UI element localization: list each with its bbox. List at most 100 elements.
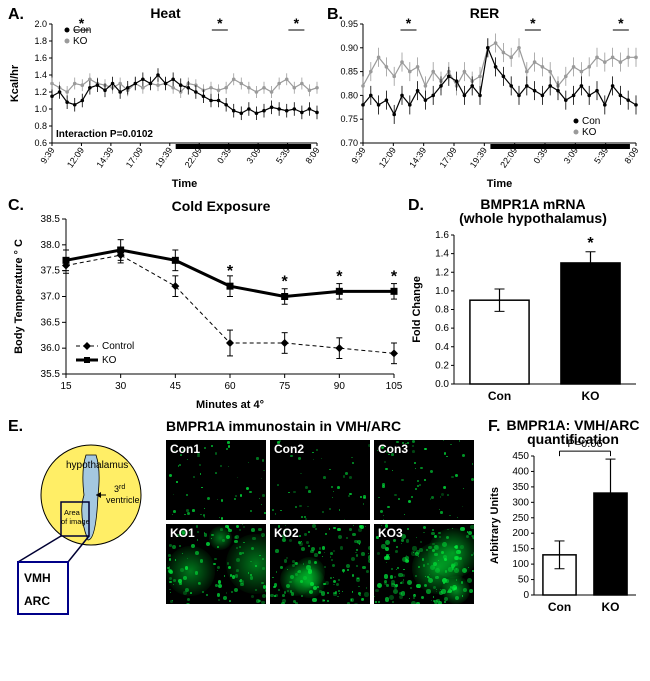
svg-text:*: *	[294, 15, 300, 31]
svg-text:37.5: 37.5	[41, 266, 61, 277]
svg-text:200: 200	[512, 528, 529, 539]
svg-text:75: 75	[279, 381, 291, 392]
svg-text:36.5: 36.5	[41, 317, 61, 328]
svg-text:250: 250	[512, 513, 529, 524]
svg-text:Fold Change: Fold Change	[411, 276, 423, 343]
immunostain-label: Con3	[378, 442, 408, 456]
svg-text:0.6: 0.6	[34, 138, 47, 148]
svg-text:Body Temperature ° C: Body Temperature ° C	[13, 239, 25, 354]
svg-text:350: 350	[512, 482, 529, 493]
panel-b-label: B.	[327, 6, 343, 24]
svg-text:Con: Con	[548, 600, 571, 614]
immunostain-con3: Con3	[374, 440, 474, 520]
panel-c-label: C.	[8, 197, 24, 215]
svg-text:Minutes at 4°: Minutes at 4°	[196, 399, 264, 411]
svg-text:P=0.06: P=0.06	[567, 438, 602, 450]
zoom-line-1	[18, 536, 61, 562]
panel-d-chart: BMPR1A mRNA(whole hypothalamus)0.00.20.4…	[406, 197, 644, 412]
immunostain-con1: Con1	[166, 440, 266, 520]
svg-text:19:39: 19:39	[153, 145, 174, 169]
svg-text:90: 90	[334, 381, 346, 392]
svg-text:1.0: 1.0	[435, 286, 449, 297]
svg-text:0.85: 0.85	[340, 67, 358, 77]
svg-text:KO: KO	[602, 600, 620, 614]
panel-b-chart: RER 0.70 0.75 0.80 0.85 0.90 0.95 9:39 12:09 14:3…	[325, 6, 644, 191]
svg-text:0.70: 0.70	[340, 138, 358, 148]
svg-text:38.5: 38.5	[41, 214, 61, 225]
vmh-label: VMH	[24, 571, 51, 585]
panel-f-chart: BMPR1A: VMH/ARCquantification05010015020…	[486, 418, 644, 623]
svg-text:Con: Con	[582, 116, 600, 127]
svg-text:KO: KO	[582, 389, 600, 403]
svg-text:*: *	[587, 235, 594, 252]
svg-text:*: *	[391, 268, 398, 285]
svg-text:35.5: 35.5	[41, 369, 61, 380]
svg-text:RER: RER	[470, 6, 500, 21]
immunostain-ko1: KO1	[166, 524, 266, 604]
svg-text:19:39: 19:39	[468, 145, 489, 169]
svg-text:Control: Control	[102, 341, 134, 352]
svg-text:0.8: 0.8	[435, 305, 449, 316]
svg-text:Arbitrary Units: Arbitrary Units	[489, 487, 501, 564]
svg-text:17:09: 17:09	[438, 145, 459, 169]
schematic-svg: hypothalamus 3 rd ventricle Area of imag…	[6, 440, 161, 620]
svg-text:400: 400	[512, 466, 529, 477]
svg-text:12:09: 12:09	[65, 145, 86, 169]
svg-text:0.90: 0.90	[340, 43, 358, 53]
svg-text:30: 30	[115, 381, 127, 392]
panel-b: B. RER 0.70 0.75 0.80 0.85 0.90 0.95 9:39 12:09 1…	[325, 6, 644, 191]
svg-text:9:39: 9:39	[349, 145, 367, 165]
panel-e-label: E.	[8, 418, 23, 436]
svg-text:0.80: 0.80	[340, 90, 358, 100]
panel-a-label: A.	[8, 6, 24, 24]
svg-text:12:09: 12:09	[377, 145, 398, 169]
panel-e: E. BMPR1A immunostain in VMH/ARC hypotha…	[6, 418, 486, 623]
svg-text:Interaction P=0.0102: Interaction P=0.0102	[56, 129, 153, 140]
panel-e-schematic: hypothalamus 3 rd ventricle Area of imag…	[6, 440, 161, 620]
immunostain-label: KO2	[274, 526, 299, 540]
svg-text:KO: KO	[102, 355, 117, 366]
svg-text:15: 15	[60, 381, 72, 392]
svg-text:0.4: 0.4	[435, 342, 449, 353]
svg-text:*: *	[217, 15, 223, 31]
svg-text:38.0: 38.0	[41, 240, 61, 251]
svg-text:300: 300	[512, 497, 529, 508]
panel-f: F. BMPR1A: VMH/ARCquantification05010015…	[486, 418, 644, 623]
panel-d-label: D.	[408, 197, 424, 215]
svg-text:60: 60	[224, 381, 236, 392]
panel-a-chart: Heat0.60.81.01.21.41.61.82.09:3912:0914:…	[6, 6, 325, 191]
svg-text:36.0: 36.0	[41, 343, 61, 354]
immunostain-ko2: KO2	[270, 524, 370, 604]
svg-text:*: *	[530, 15, 536, 31]
panel-e-title: BMPR1A immunostain in VMH/ARC	[166, 418, 401, 434]
svg-text:22:09: 22:09	[183, 145, 204, 169]
svg-text:Heat: Heat	[150, 6, 181, 21]
svg-text:0.95: 0.95	[340, 19, 358, 29]
svg-text:Cold Exposure: Cold Exposure	[172, 198, 271, 214]
svg-text:150: 150	[512, 544, 529, 555]
svg-text:0: 0	[523, 590, 529, 601]
immunostain-label: Con2	[274, 442, 304, 456]
svg-text:14:39: 14:39	[407, 145, 428, 169]
row-ef: E. BMPR1A immunostain in VMH/ARC hypotha…	[6, 418, 644, 623]
svg-text:KO: KO	[582, 127, 597, 138]
ventricle-label-rd: rd	[119, 484, 125, 491]
ventricle-label-2: ventricle	[106, 495, 140, 505]
svg-text:1.0: 1.0	[34, 104, 47, 114]
svg-text:450: 450	[512, 451, 529, 462]
svg-text:1.6: 1.6	[34, 53, 47, 63]
svg-text:100: 100	[512, 559, 529, 570]
svg-text:1.6: 1.6	[435, 230, 449, 241]
panel-f-label: F.	[488, 418, 500, 436]
svg-text:0.75: 0.75	[340, 114, 358, 124]
svg-text:105: 105	[386, 381, 403, 392]
row-cd: C. Cold Exposure35.536.036.537.037.538.0…	[6, 197, 644, 412]
svg-text:KO: KO	[73, 36, 88, 47]
immunostain-label: Con1	[170, 442, 200, 456]
svg-text:45: 45	[170, 381, 182, 392]
svg-text:1.4: 1.4	[34, 70, 47, 80]
svg-text:*: *	[282, 274, 289, 291]
figure: A. Heat0.60.81.01.21.41.61.82.09:3912:09…	[6, 6, 644, 623]
svg-text:*: *	[336, 268, 343, 285]
svg-text:Con: Con	[73, 25, 91, 36]
